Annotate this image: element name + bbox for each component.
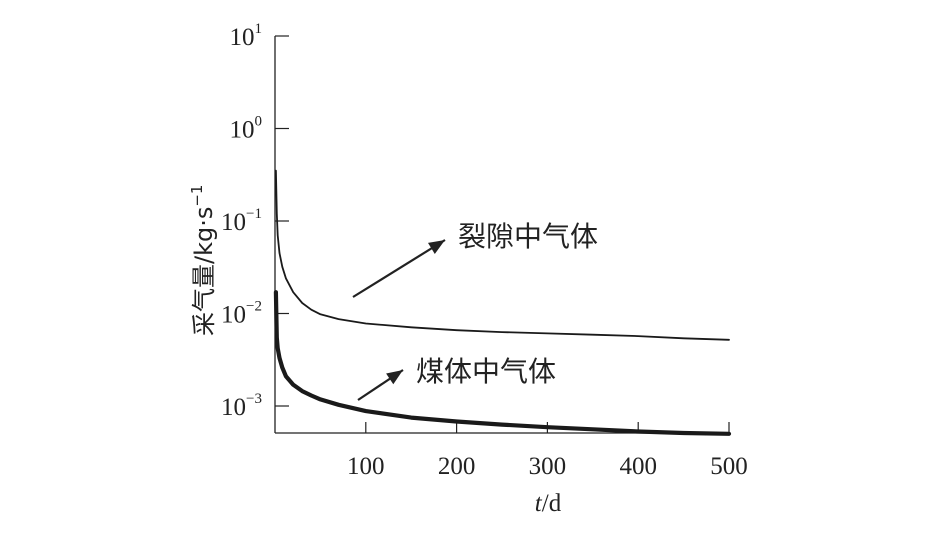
series-layer	[273, 169, 732, 436]
y-tick-base: 10	[221, 302, 246, 329]
y-tick-base: 10	[230, 24, 255, 51]
x-tick-label: 400	[619, 453, 657, 480]
annotation-arrow-1	[352, 239, 446, 298]
x-axis-label-unit: /d	[542, 490, 562, 517]
x-tick-label: 100	[347, 453, 385, 480]
x-tick-label: 300	[529, 453, 567, 480]
annotation-label-2: 煤体中气体	[416, 355, 556, 388]
annotation-arrowhead-1	[428, 240, 445, 254]
y-tick-exponent: 0	[255, 114, 263, 130]
y-tick-base: 10	[221, 394, 246, 421]
y-axis-label: 采气量/kg·s−1	[188, 185, 218, 336]
y-tick-base: 10	[221, 209, 246, 236]
x-axis-label-variable: t	[535, 490, 543, 517]
y-tick-base: 10	[230, 117, 255, 144]
y-tick-exponent: −2	[246, 299, 262, 315]
x-tick-label: 500	[710, 453, 748, 480]
y-tick-label: 100	[230, 114, 263, 144]
x-axis-label: t/d	[535, 490, 562, 517]
y-tick-exponent: 1	[255, 21, 263, 37]
y-tick-label: 10−3	[221, 391, 262, 421]
y-axis-label-main: 采气量/kg·s	[190, 207, 218, 336]
y-axis-label-exponent: −1	[188, 185, 206, 207]
series-line-2	[273, 290, 732, 436]
y-tick-label: 10−1	[221, 206, 262, 236]
annotation-label-1: 裂隙中气体	[458, 220, 598, 253]
y-tick-exponent: −1	[246, 206, 262, 222]
annotation-arrowhead-2	[386, 370, 403, 385]
series-line-1	[275, 169, 730, 341]
y-tick-label: 101	[230, 21, 263, 51]
y-tick-label: 10−2	[221, 299, 262, 329]
y-tick-exponent: −3	[246, 391, 262, 407]
x-tick-label: 200	[438, 453, 476, 480]
